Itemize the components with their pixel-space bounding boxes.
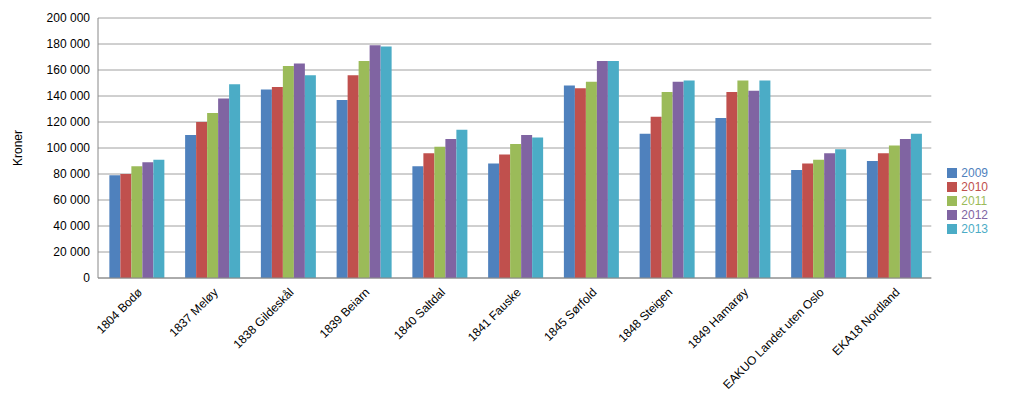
html-text:2009: 2009 [961,165,988,180]
svg-text:100 000: 100 000 [47,141,91,155]
svg-text:140 000: 140 000 [47,89,91,103]
svg-text:EKA18 Nordland: EKA18 Nordland [830,285,903,358]
html-text:2010: 2010 [961,179,988,194]
svg-text:20 000: 20 000 [53,245,90,259]
svg-text:80 000: 80 000 [53,167,90,181]
svg-text:1839 Beiarn: 1839 Beiarn [317,285,373,341]
svg-text:1837 Meløy: 1837 Meløy [167,285,221,339]
svg-text:1848 Steigen: 1848 Steigen [615,285,675,345]
html-text:2013: 2013 [961,221,988,236]
svg-text:120 000: 120 000 [47,115,91,129]
svg-text:180 000: 180 000 [47,37,91,51]
svg-text:0: 0 [83,271,90,285]
svg-text:1838 Gildeskål: 1838 Gildeskål [231,285,297,351]
svg-text:1845 Sørfold: 1845 Sørfold [541,285,599,343]
svg-text:1849 Hamarøy: 1849 Hamarøy [685,285,751,351]
svg-text:EAKUO Landet uten Oslo: EAKUO Landet uten Oslo [720,285,827,392]
svg-text:200 000: 200 000 [47,11,91,25]
svg-text:1841 Fauske: 1841 Fauske [465,285,524,344]
html-text:2012: 2012 [961,207,988,222]
svg-text:60 000: 60 000 [53,193,90,207]
svg-text:160 000: 160 000 [47,63,91,77]
svg-text:Kroner: Kroner [11,130,25,166]
html-text:2011: 2011 [961,193,988,208]
svg-text:40 000: 40 000 [53,219,90,233]
svg-text:1840 Saltdal: 1840 Saltdal [391,285,448,342]
svg-text:1804 Bodø: 1804 Bodø [94,285,146,337]
